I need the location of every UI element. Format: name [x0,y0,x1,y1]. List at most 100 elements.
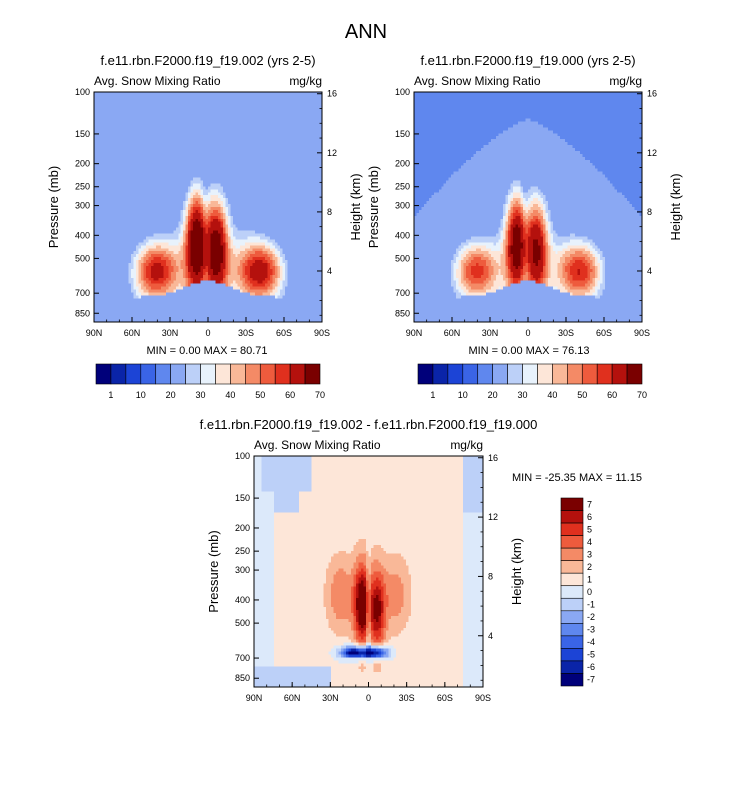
panel-subtitle: Avg. Snow Mixing Ratio [414,74,541,88]
colorbar-label: 3 [587,549,592,559]
y-tick-label: 700 [75,288,90,298]
y-tick-label: 400 [235,595,250,605]
colorbar-label: 40 [547,390,557,400]
colorbar-label: 60 [607,390,617,400]
colorbar-label: 7 [587,499,592,509]
colorbar-label: 5 [587,524,592,534]
colorbar-label: 1 [430,390,435,400]
panel-title: f.e11.rbn.F2000.f19_f19.002 (yrs 2-5) [100,53,315,68]
y-right-tick-label: 4 [647,266,652,276]
x-tick-label: 90S [634,328,650,338]
colorbar-label: 50 [255,390,265,400]
colorbar-label: -1 [587,600,595,610]
y-tick-label: 700 [235,653,250,663]
colorbar-swatch [448,364,463,384]
x-tick-label: 60S [437,693,453,703]
colorbar-swatch [567,364,582,384]
colorbar-swatch [552,364,567,384]
y-tick-label: 200 [395,159,410,169]
colorbar-label: 70 [315,390,325,400]
colorbar-swatch [597,364,612,384]
colorbar-swatch [561,498,583,511]
colorbar-swatch [478,364,493,384]
colorbar-swatch [186,364,201,384]
colorbar-label: 0 [587,587,592,597]
colorbar-swatch [96,364,111,384]
x-tick-label: 90S [475,693,491,703]
y-tick-label: 500 [395,253,410,263]
x-tick-label: 30N [482,328,499,338]
y-right-axis-title: Height (km) [509,538,524,605]
y-right-tick-label: 12 [327,148,337,158]
colorbar-swatch [561,648,583,661]
y-tick-label: 150 [75,129,90,139]
x-tick-label: 60N [124,328,141,338]
y-right-tick-label: 8 [647,207,652,217]
colorbar-swatch [111,364,126,384]
colorbar-swatch [156,364,171,384]
x-tick-label: 0 [205,328,210,338]
colorbar-swatch [561,511,583,524]
y-right-tick-label: 12 [488,512,498,522]
y-tick-label: 400 [395,230,410,240]
y-tick-label: 850 [395,308,410,318]
x-tick-label: 0 [366,693,371,703]
colorbar-swatch [305,364,320,384]
y-tick-label: 250 [235,546,250,556]
colorbar-swatch [582,364,597,384]
panel-title: f.e11.rbn.F2000.f19_f19.002 - f.e11.rbn.… [200,417,538,432]
colorbar-label: 20 [166,390,176,400]
x-tick-label: 60N [444,328,461,338]
y-tick-label: 250 [75,182,90,192]
colorbar-swatch [290,364,305,384]
colorbar-swatch [126,364,141,384]
colorbar-label: 50 [577,390,587,400]
min-max-stats: MIN = 0.00 MAX = 80.71 [146,345,267,357]
colorbar-swatch [493,364,508,384]
y-right-tick-label: 16 [488,453,498,463]
colorbar-swatch [561,586,583,599]
y-tick-label: 300 [75,201,90,211]
colorbar-label: 1 [587,574,592,584]
x-tick-label: 60S [596,328,612,338]
colorbar-label: 6 [587,512,592,522]
x-tick-label: 30S [558,328,574,338]
colorbar-label: 10 [458,390,468,400]
colorbar-swatch [201,364,216,384]
colorbar-swatch [561,673,583,686]
panel-units: mg/kg [609,74,642,88]
y-right-tick-label: 4 [327,266,332,276]
y-tick-label: 700 [395,288,410,298]
colorbar-swatch [537,364,552,384]
colorbar-swatch [561,611,583,624]
y-right-tick-label: 16 [647,89,657,99]
x-tick-label: 90N [246,693,263,703]
panel-subtitle: Avg. Snow Mixing Ratio [94,74,221,88]
y-tick-label: 150 [235,493,250,503]
colorbar-swatch [275,364,290,384]
colorbar-swatch [508,364,523,384]
colorbar-label: 20 [488,390,498,400]
heatmap-field [254,456,484,688]
panel-1: f.e11.rbn.F2000.f19_f19.002 (yrs 2-5) Avg… [46,53,363,400]
colorbar-label: 4 [587,537,592,547]
colorbar-label: 40 [225,390,235,400]
colorbar-swatch [418,364,433,384]
colorbar-label: -7 [587,675,595,685]
colorbar-swatch [215,364,230,384]
x-tick-label: 90N [406,328,423,338]
y-tick-label: 100 [235,451,250,461]
colorbar-label: 1 [108,390,113,400]
colorbar-label: 10 [136,390,146,400]
x-tick-label: 60N [284,693,301,703]
y-tick-label: 150 [395,129,410,139]
y-tick-label: 300 [235,565,250,575]
colorbar-label: -6 [587,662,595,672]
colorbar-label: -2 [587,612,595,622]
y-right-axis-title: Height (km) [668,173,683,240]
colorbar-swatch [561,573,583,586]
